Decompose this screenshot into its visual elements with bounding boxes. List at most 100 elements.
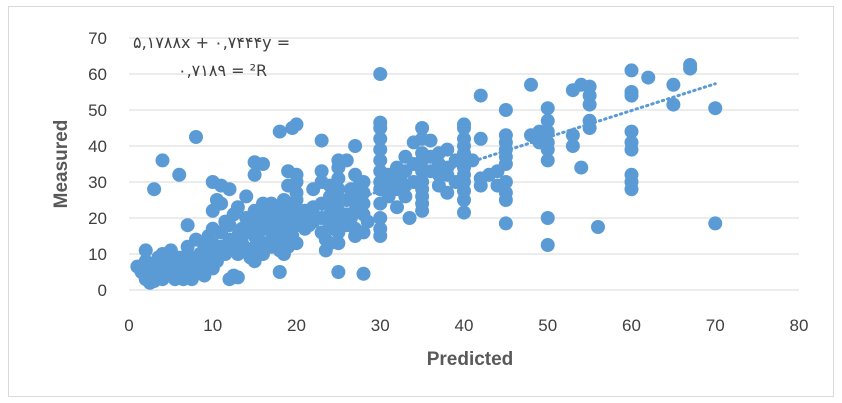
data-point <box>373 67 388 81</box>
x-tick-label: 60 <box>622 316 641 335</box>
data-point <box>398 189 413 204</box>
data-point <box>289 236 304 251</box>
data-point <box>339 153 354 168</box>
data-point <box>314 164 329 179</box>
trendline <box>152 82 717 265</box>
data-point <box>373 131 388 146</box>
y-axis-title: Measured <box>51 120 72 209</box>
data-point <box>423 133 438 148</box>
y-axis-ticks: 0 10 20 30 40 50 60 70 <box>88 29 107 300</box>
data-point <box>256 157 270 171</box>
data-point <box>314 133 329 148</box>
data-point <box>457 131 471 146</box>
data-point <box>373 115 388 130</box>
data-point <box>457 117 471 132</box>
data-point <box>272 265 287 279</box>
data-point <box>498 216 513 231</box>
data-point <box>289 117 304 132</box>
data-point <box>624 167 639 182</box>
data-point <box>402 211 417 225</box>
data-point <box>624 124 639 139</box>
data-point <box>440 142 455 157</box>
data-point <box>360 214 375 229</box>
data-point <box>331 265 346 279</box>
data-point <box>390 200 404 215</box>
data-points <box>130 58 723 290</box>
r-squared-label: ۰,۷۱۸۹ = ²R <box>178 61 267 80</box>
data-point <box>624 135 639 150</box>
data-point <box>331 236 346 251</box>
y-tick-label: 50 <box>88 101 107 120</box>
data-point <box>440 185 455 200</box>
data-point <box>591 220 605 234</box>
data-point <box>331 182 346 197</box>
data-point <box>415 121 430 135</box>
data-point <box>230 200 245 215</box>
data-point <box>247 167 262 182</box>
data-point <box>473 131 488 146</box>
data-point <box>540 101 555 116</box>
data-point <box>348 139 363 153</box>
trendline-equation: ۵,۱۷۸۸x + ۰,۷۴۴۴y = <box>133 33 290 52</box>
data-point <box>641 70 656 85</box>
data-point <box>540 238 555 252</box>
data-point <box>138 243 153 258</box>
data-point <box>373 153 388 168</box>
data-point <box>214 196 229 211</box>
data-point <box>356 225 371 240</box>
data-point <box>356 266 371 281</box>
data-point <box>373 221 388 236</box>
data-point <box>222 218 237 233</box>
x-axis-title: Predicted <box>427 349 514 370</box>
y-tick-label: 30 <box>88 173 107 192</box>
y-tick-label: 40 <box>88 137 107 156</box>
data-point <box>498 128 513 143</box>
data-point <box>582 79 597 94</box>
data-point <box>708 216 723 231</box>
data-point <box>180 218 195 233</box>
data-point <box>189 130 203 144</box>
data-point <box>289 185 304 200</box>
x-tick-label: 70 <box>706 316 725 335</box>
data-point <box>473 88 488 103</box>
data-point <box>666 97 681 112</box>
data-point <box>373 142 388 157</box>
data-point <box>524 77 538 92</box>
data-point <box>356 175 371 189</box>
data-point <box>683 58 698 72</box>
x-tick-label: 0 <box>124 316 133 335</box>
data-point <box>574 160 589 175</box>
data-point <box>239 189 254 204</box>
data-point <box>624 85 639 99</box>
data-point <box>356 196 371 211</box>
data-point <box>498 103 513 117</box>
data-point <box>289 167 304 182</box>
y-tick-label: 0 <box>98 281 107 300</box>
x-tick-label: 80 <box>790 316 809 335</box>
data-point <box>457 205 471 220</box>
data-point <box>540 153 555 168</box>
y-tick-label: 20 <box>88 209 107 228</box>
data-point <box>540 113 555 128</box>
data-point <box>540 211 555 225</box>
data-point <box>565 139 580 153</box>
data-point <box>666 77 681 92</box>
x-tick-label: 50 <box>538 316 557 335</box>
data-point <box>708 101 723 116</box>
data-point <box>582 113 597 128</box>
x-tick-label: 20 <box>287 316 306 335</box>
data-point <box>147 182 162 197</box>
data-point <box>155 153 170 168</box>
x-tick-label: 40 <box>455 316 474 335</box>
y-tick-label: 70 <box>88 29 107 48</box>
data-point <box>172 167 187 182</box>
x-axis-ticks: 0 10 20 30 40 50 60 70 80 <box>124 316 808 335</box>
x-tick-label: 30 <box>371 316 390 335</box>
y-tick-label: 60 <box>88 65 107 84</box>
data-point <box>272 124 287 139</box>
y-tick-label: 10 <box>88 245 107 264</box>
data-point <box>230 270 245 285</box>
data-point <box>498 175 513 189</box>
data-point <box>331 171 346 186</box>
